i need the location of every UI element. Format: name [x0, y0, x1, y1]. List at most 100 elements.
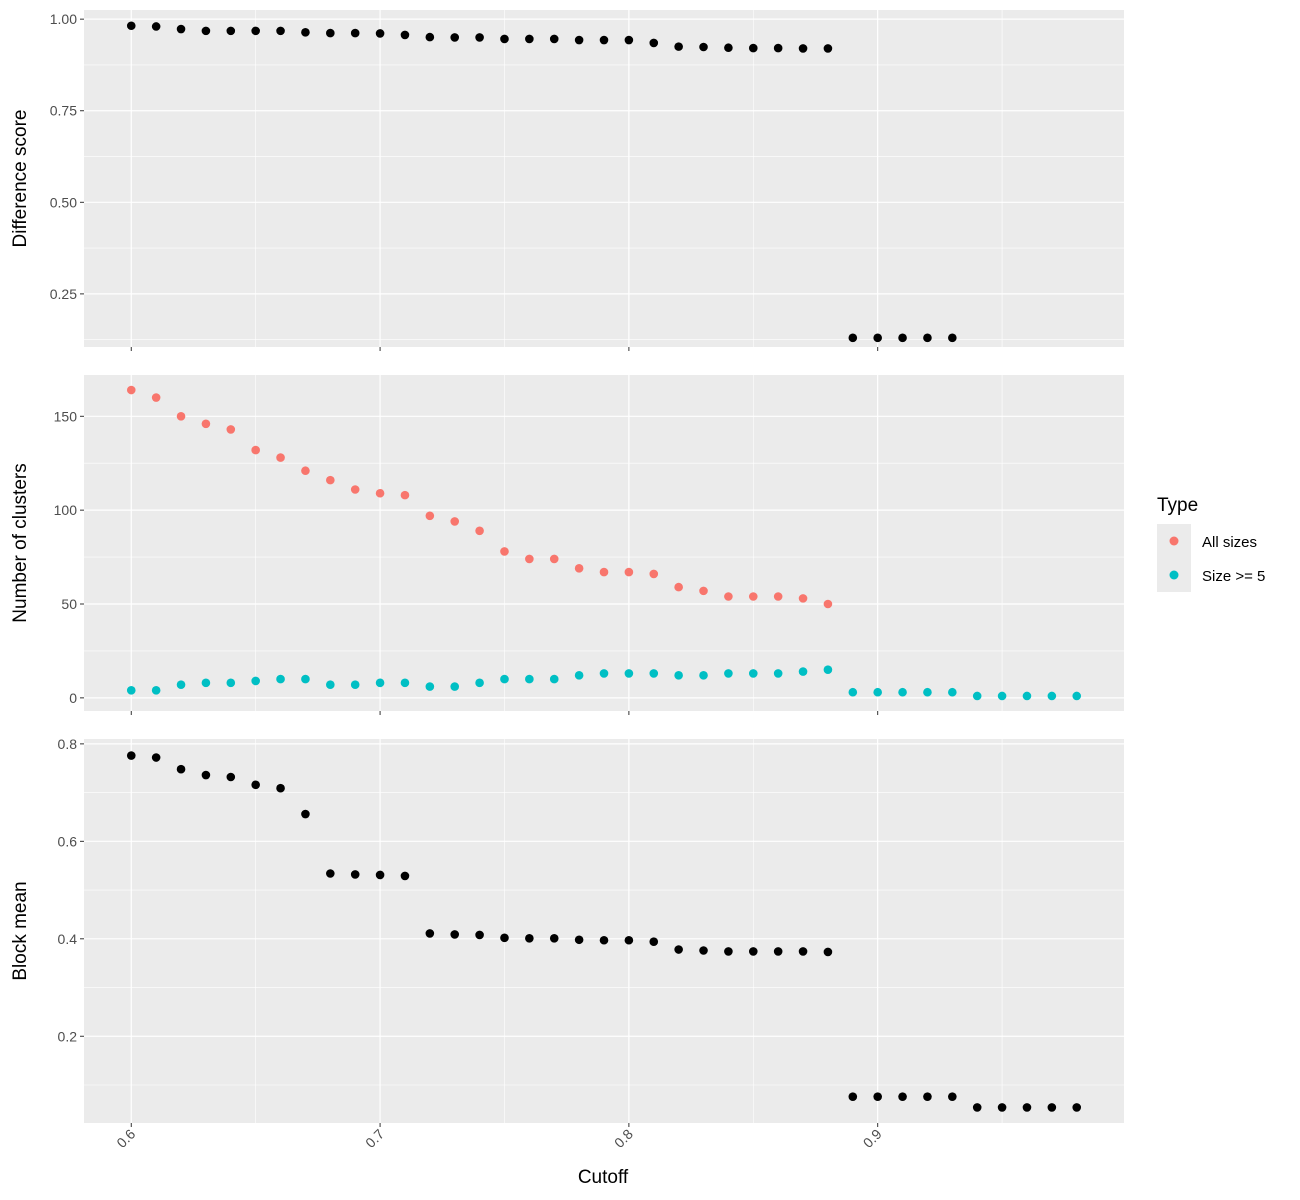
data-point — [674, 671, 683, 680]
data-point — [176, 411, 186, 421]
data-point — [997, 691, 1007, 701]
panel-1: 0.25 0.50 0.75 1.00 Difference score — [10, 10, 1124, 351]
data-point — [126, 751, 136, 760]
data-point — [873, 1092, 882, 1101]
data-point — [948, 1092, 957, 1101]
data-point — [226, 26, 236, 36]
panel-background — [84, 10, 1124, 347]
data-point — [574, 564, 584, 573]
data-point — [923, 687, 932, 697]
data-point — [226, 425, 236, 434]
legend-title: Type — [1157, 495, 1198, 516]
data-point — [649, 38, 659, 48]
data-point — [1047, 691, 1057, 701]
legend: Type All sizes Size >= 5 — [1157, 495, 1265, 592]
data-point — [724, 947, 733, 956]
data-point — [1072, 1103, 1082, 1112]
data-point — [948, 333, 957, 343]
data-point — [923, 333, 932, 343]
data-point — [748, 669, 758, 678]
data-point — [251, 26, 260, 36]
data-point — [500, 547, 509, 556]
data-point — [525, 934, 534, 943]
y-tick-label: 100 — [54, 502, 78, 518]
data-point — [326, 475, 335, 485]
data-point — [1047, 1103, 1057, 1112]
legend-key-all-sizes — [1169, 536, 1179, 546]
data-point — [375, 488, 385, 498]
data-point — [375, 678, 385, 688]
data-point — [898, 687, 907, 697]
data-point — [997, 1103, 1007, 1112]
data-point — [251, 676, 260, 686]
data-point — [649, 937, 659, 947]
data-point — [798, 44, 808, 53]
data-point — [176, 680, 186, 690]
data-point — [425, 682, 435, 691]
data-point — [176, 764, 186, 774]
data-point — [972, 1103, 982, 1112]
data-point — [251, 780, 260, 790]
data-point — [848, 1092, 858, 1101]
y-tick-label: 50 — [61, 596, 77, 612]
data-point — [599, 935, 609, 945]
data-point — [599, 567, 609, 577]
data-point — [624, 35, 634, 45]
series-1 — [126, 385, 833, 609]
data-point — [276, 783, 285, 793]
data-point — [276, 674, 285, 684]
data-point — [176, 24, 186, 34]
data-point — [375, 870, 385, 880]
y-axis-title: Difference score — [10, 110, 31, 248]
data-point — [375, 29, 385, 38]
data-point — [624, 935, 634, 945]
data-point — [126, 21, 136, 31]
data-point — [798, 667, 808, 676]
data-point — [549, 34, 559, 44]
data-point — [873, 333, 882, 343]
data-point — [226, 772, 236, 782]
data-point — [649, 569, 659, 579]
data-point — [475, 930, 484, 940]
panel-3: 0.2 0.4 0.6 0.8 Block mean — [10, 736, 1124, 1127]
series-1 — [126, 751, 1082, 1112]
data-point — [948, 687, 957, 697]
data-point — [400, 30, 410, 40]
data-point — [126, 686, 136, 695]
data-point — [923, 1092, 932, 1101]
data-point — [873, 687, 882, 697]
data-point — [898, 333, 907, 343]
y-tick-label: 0.6 — [58, 833, 78, 849]
data-point — [450, 682, 460, 691]
data-point — [350, 28, 360, 38]
data-point — [699, 586, 708, 596]
data-point — [972, 691, 982, 701]
data-point — [823, 44, 833, 53]
data-point — [151, 753, 161, 762]
data-point — [525, 554, 534, 564]
x-axis-title: Cutoff — [578, 1167, 629, 1188]
panel-background — [84, 375, 1124, 711]
data-point — [326, 28, 335, 38]
data-point — [301, 466, 310, 476]
data-point — [773, 43, 783, 53]
data-point — [674, 42, 683, 51]
y-axis-title: Block mean — [10, 881, 31, 980]
data-point — [1022, 1103, 1032, 1112]
data-point — [151, 393, 161, 402]
data-point — [201, 419, 211, 429]
data-point — [450, 930, 460, 939]
legend-label-size-ge-5: Size >= 5 — [1202, 568, 1265, 585]
data-point — [699, 42, 708, 52]
series-2 — [126, 665, 1082, 701]
y-tick-label: 0.75 — [50, 103, 77, 119]
data-point — [674, 582, 683, 592]
data-point — [848, 687, 858, 697]
data-point — [525, 34, 534, 44]
data-point — [126, 385, 136, 395]
data-point — [201, 26, 211, 36]
data-point — [400, 678, 410, 688]
data-point — [475, 33, 484, 42]
data-point — [549, 674, 559, 684]
